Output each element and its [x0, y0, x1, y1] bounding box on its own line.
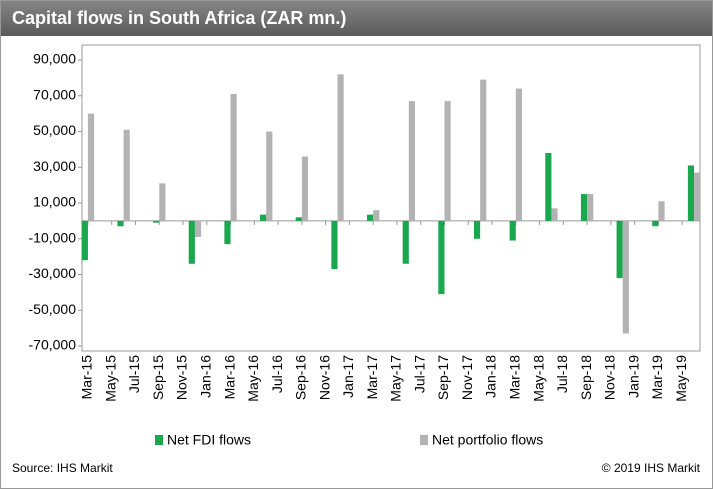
x-tick-label: May-15 — [102, 355, 118, 402]
bar — [480, 79, 487, 221]
x-tick-label: Nov-18 — [602, 355, 618, 400]
bar — [123, 129, 130, 221]
bar — [402, 220, 409, 264]
bar — [260, 214, 267, 221]
x-tick-label: Mar-16 — [221, 355, 237, 400]
bar — [408, 101, 416, 221]
x-tick-label: Mar-15 — [79, 355, 95, 400]
bar — [153, 220, 160, 223]
bar — [331, 220, 338, 270]
x-tick-label: Jul-18 — [554, 355, 570, 393]
bar — [301, 156, 309, 221]
bar — [87, 113, 95, 221]
x-tick-label: May-17 — [388, 355, 404, 402]
y-tick-label: -10,000 — [29, 229, 77, 245]
y-tick-label: 50,000 — [33, 122, 76, 138]
bar — [224, 220, 231, 245]
bar — [194, 220, 202, 237]
bar — [337, 74, 344, 221]
bar — [616, 220, 623, 279]
x-tick-label: Jan-18 — [483, 355, 499, 398]
x-tick-label: May-19 — [673, 355, 689, 402]
bar — [580, 194, 588, 221]
y-tick-label: -50,000 — [29, 301, 77, 317]
x-tick-label: Jul-17 — [411, 355, 427, 393]
y-tick-label: 30,000 — [33, 158, 76, 174]
x-tick-label: Jan-16 — [197, 355, 213, 398]
bar — [587, 194, 594, 221]
legend-label: Net portfolio flows — [432, 432, 543, 448]
legend-swatch — [155, 435, 163, 445]
bar — [687, 165, 695, 221]
source: Source: IHS Markit — [12, 461, 113, 475]
bar — [230, 93, 237, 221]
x-tick-label: Mar-19 — [649, 355, 665, 400]
bar — [545, 152, 552, 221]
x-tick-label: Jul-16 — [269, 355, 285, 393]
x-tick-label: Nov-15 — [174, 355, 190, 400]
bar — [266, 131, 273, 221]
x-tick-label: May-16 — [245, 355, 261, 402]
bar — [117, 220, 124, 227]
x-tick-label: Sep-15 — [150, 355, 166, 400]
bar — [188, 220, 195, 264]
x-tick-label: Sep-18 — [578, 355, 594, 400]
bar — [622, 220, 629, 334]
bar — [373, 210, 380, 221]
x-tick-label: Jan-17 — [340, 355, 356, 398]
x-tick-label: Jul-15 — [126, 355, 142, 393]
bar — [438, 220, 445, 295]
header — [1, 1, 712, 36]
y-tick-label: 70,000 — [33, 86, 76, 102]
bar — [444, 101, 451, 221]
bar — [515, 88, 522, 221]
x-tick-label: Sep-16 — [293, 355, 309, 400]
y-tick-label: -30,000 — [29, 265, 77, 281]
x-tick-label: Nov-17 — [459, 355, 475, 400]
x-tick-label: May-18 — [530, 355, 546, 402]
bar — [509, 220, 516, 241]
bar — [652, 220, 659, 227]
bar — [658, 201, 665, 221]
x-tick-label: Mar-18 — [506, 355, 522, 400]
chart-title: Capital flows in South Africa (ZAR mn.) — [12, 8, 346, 28]
bar — [694, 172, 701, 221]
x-tick-label: Nov-16 — [316, 355, 332, 400]
bar — [551, 208, 558, 221]
legend-swatch — [420, 435, 428, 445]
bar — [366, 214, 374, 221]
y-tick-label: -70,000 — [29, 337, 77, 353]
bar — [473, 220, 481, 239]
x-tick-label: Sep-17 — [435, 355, 451, 400]
x-tick-label: Mar-17 — [364, 355, 380, 400]
y-tick-label: 90,000 — [33, 51, 76, 67]
x-tick-label: Jan-19 — [625, 355, 641, 398]
y-tick-label: 10,000 — [33, 194, 76, 210]
bar — [81, 220, 88, 261]
legend-label: Net FDI flows — [167, 432, 251, 448]
bar — [159, 183, 166, 221]
copyright: © 2019 IHS Markit — [602, 461, 701, 475]
bar — [295, 217, 302, 221]
